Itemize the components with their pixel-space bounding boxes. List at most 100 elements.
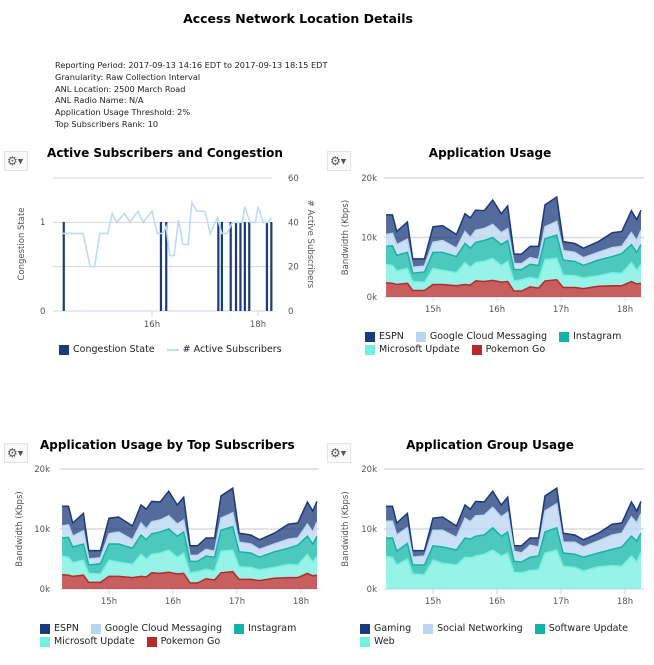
- legend-label: Pokemon Go: [485, 344, 546, 355]
- legend-item-espn[interactable]: ESPN: [365, 331, 404, 342]
- legend-item-software-update[interactable]: Software Update: [534, 623, 628, 634]
- legend-swatch: [423, 623, 434, 634]
- legend-label: Microsoft Update: [54, 636, 135, 647]
- legend-swatch: [471, 344, 482, 355]
- line-google-cloud-messaging: [385, 220, 642, 269]
- line-social-networking: [386, 502, 642, 559]
- x-tick-label: 17h: [553, 305, 569, 315]
- legend-swatch: [360, 623, 370, 634]
- line-microsoft-update: [61, 549, 318, 575]
- area-google-cloud-messaging: [386, 221, 641, 274]
- caret-down-icon: ▼: [340, 157, 347, 166]
- legend-swatch: [166, 348, 179, 351]
- y2-tick-label: 40: [288, 218, 299, 228]
- area-pokemon-go: [386, 279, 641, 297]
- legend-swatch: [40, 636, 50, 647]
- legend-swatch: [146, 636, 157, 647]
- legend-item-active-subscribers[interactable]: # Active Subscribers: [166, 344, 282, 355]
- x-tick-label: 18h: [250, 320, 266, 330]
- y-tick-label: 10k: [34, 525, 50, 535]
- area-web: [386, 550, 641, 589]
- legend-swatch: [534, 623, 545, 634]
- x-tick-label: 15h: [425, 597, 441, 607]
- gear-icon: ⚙: [7, 446, 18, 460]
- y2-tick-label: 20: [288, 263, 299, 273]
- y-tick-label: 10k: [361, 234, 377, 244]
- chart-options-button[interactable]: ⚙▼: [327, 151, 351, 171]
- y-axis-label: Bandwidth (Kbps): [341, 200, 351, 275]
- reporting-period: Reporting Period: 2017-09-13 14:16 EDT t…: [55, 60, 328, 70]
- legend-swatch: [59, 344, 69, 355]
- area-social-networking: [386, 503, 641, 565]
- area-google-cloud-messaging: [62, 512, 317, 565]
- legend-item-pokemon-go[interactable]: Pokemon Go: [471, 344, 546, 355]
- x-tick-label: 18h: [617, 305, 633, 315]
- legend-item-pokemon-go[interactable]: Pokemon Go: [146, 636, 220, 647]
- line-espn: [62, 486, 318, 552]
- congestion-bar: [239, 222, 242, 311]
- legend-item-microsoft-update[interactable]: Microsoft Update: [365, 344, 460, 355]
- legend-item-instagram[interactable]: Instagram: [559, 331, 621, 342]
- legend-item-congestion-state[interactable]: Congestion State: [59, 344, 155, 355]
- legend-row: ESPN Google Cloud Messaging Instagram: [40, 622, 296, 635]
- page-title: Access Network Location Details: [183, 11, 413, 26]
- area-microsoft-update: [386, 258, 641, 292]
- chart-options-button[interactable]: ⚙▼: [327, 443, 351, 463]
- chart-options-button[interactable]: ⚙▼: [4, 443, 28, 463]
- x-tick-label: 17h: [229, 597, 245, 607]
- y-tick-label: 0k: [40, 585, 50, 595]
- congestion-bar: [165, 222, 168, 311]
- legend-label: ESPN: [54, 623, 79, 634]
- chart-title: Application Group Usage: [406, 438, 574, 452]
- legend-swatch: [40, 623, 50, 634]
- line-pokemon-go: [385, 278, 642, 292]
- legend-item-microsoft-update[interactable]: Microsoft Update: [40, 636, 135, 647]
- y-tick-label: 0k: [367, 585, 377, 595]
- congestion-bar: [248, 222, 251, 311]
- legend-swatch: [415, 331, 426, 342]
- legend-item-web[interactable]: Web: [360, 636, 395, 647]
- top-subscribers-rank: Top Subscribers Rank: 10: [55, 118, 159, 129]
- legend-item-instagram[interactable]: Instagram: [234, 623, 296, 634]
- congestion-bar: [243, 222, 246, 311]
- legend-swatch: [365, 331, 375, 342]
- legend-label: Google Cloud Messaging: [429, 331, 548, 342]
- caret-down-icon: ▼: [17, 157, 24, 166]
- legend-label: Instagram: [573, 331, 622, 342]
- caret-down-icon: ▼: [340, 449, 347, 458]
- legend-item-google-cloud-messaging[interactable]: Google Cloud Messaging: [415, 331, 548, 342]
- y-axis-label: Bandwidth (Kbps): [15, 491, 25, 566]
- line-instagram: [61, 525, 318, 566]
- congestion-bar: [265, 222, 269, 311]
- chart-legend: Gaming Social Networking Software Update We…: [360, 622, 628, 648]
- active-subscribers-line: [62, 199, 272, 268]
- legend-item-espn[interactable]: ESPN: [40, 623, 79, 634]
- y-tick-label: 0k: [367, 293, 377, 303]
- legend-item-social-networking[interactable]: Social Networking: [423, 623, 523, 634]
- chart-legend: Congestion State # Active Subscribers: [59, 343, 282, 356]
- area-microsoft-update: [62, 550, 317, 583]
- line-pokemon-go: [61, 570, 318, 584]
- congestion-bar: [220, 222, 223, 311]
- line-instagram: [385, 234, 642, 275]
- congestion-bar: [229, 222, 232, 311]
- legend-item-google-cloud-messaging[interactable]: Google Cloud Messaging: [90, 623, 222, 634]
- line-google-cloud-messaging: [61, 511, 318, 560]
- legend-item-gaming[interactable]: Gaming: [360, 623, 411, 634]
- area-espn: [62, 488, 317, 559]
- gear-icon: ⚙: [7, 154, 18, 168]
- x-tick-label: 16h: [165, 597, 181, 607]
- y-tick-label: 20k: [34, 465, 50, 475]
- line-microsoft-update: [385, 257, 642, 283]
- y2-tick-label: 0: [288, 307, 293, 317]
- usage-threshold: Application Usage Threshold: 2%: [55, 107, 191, 118]
- area-espn: [386, 197, 641, 268]
- legend-label: Microsoft Update: [379, 344, 460, 355]
- chart-title: Application Usage by Top Subscribers: [40, 438, 295, 452]
- x-tick-label: 18h: [293, 597, 309, 607]
- legend-swatch: [559, 331, 570, 342]
- chart-legend: ESPN Google Cloud Messaging Instagram Micro…: [365, 330, 621, 356]
- legend-row: Gaming Social Networking Software Update: [360, 622, 628, 635]
- chart-options-button[interactable]: ⚙▼: [4, 151, 28, 171]
